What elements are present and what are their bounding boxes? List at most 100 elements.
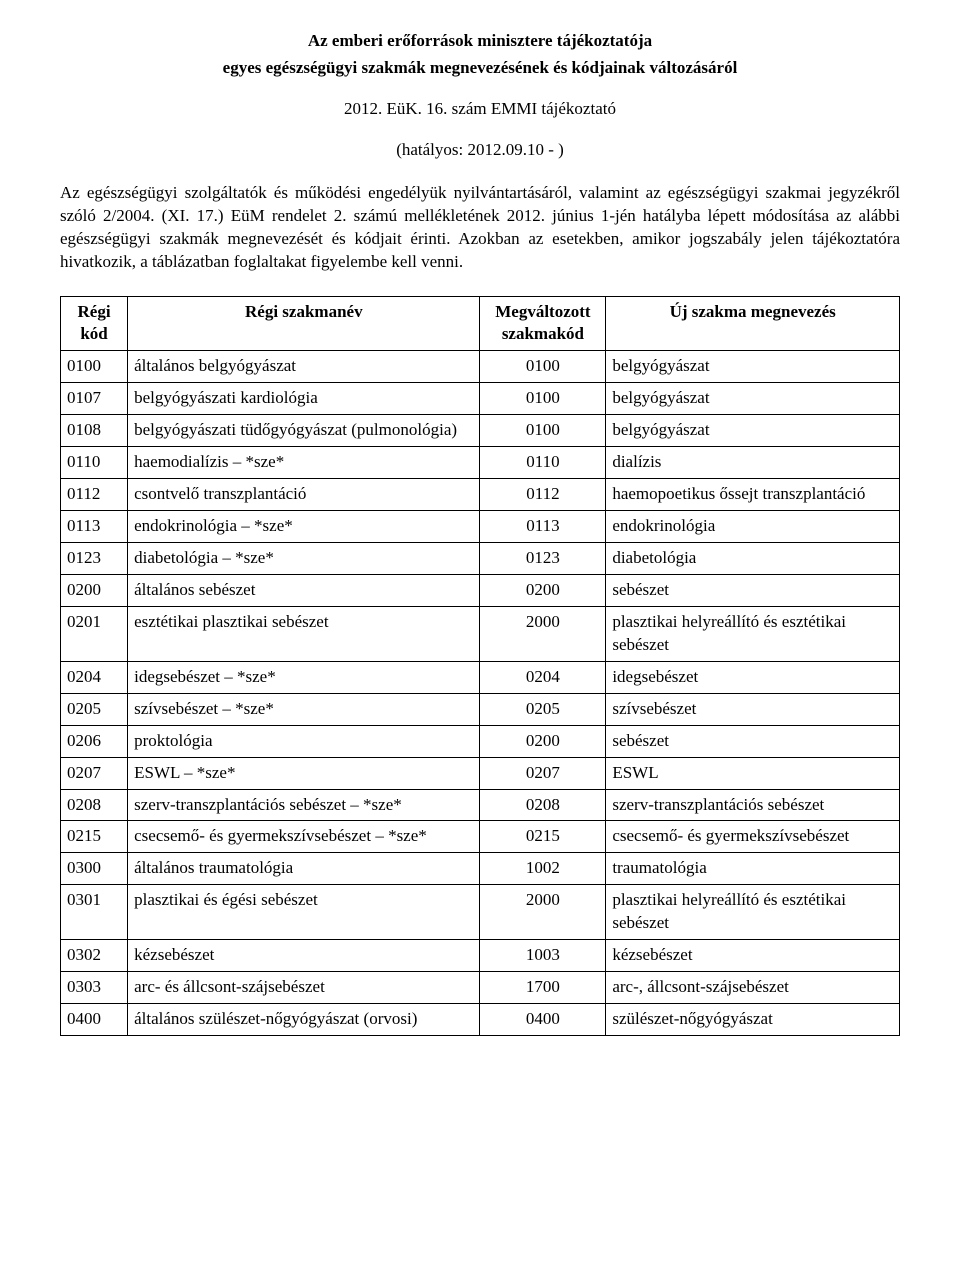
cell-old-name: általános traumatológia — [128, 853, 480, 885]
table-row: 0201esztétikai plasztikai sebészet2000pl… — [61, 606, 900, 661]
cell-new-name: kézsebészet — [606, 940, 900, 972]
col-new-name: Új szakma megnevezés — [606, 296, 900, 351]
specialty-table: Régi kód Régi szakmanév Megváltozott sza… — [60, 296, 900, 1037]
cell-old-code: 0400 — [61, 1004, 128, 1036]
cell-new-name: haemopoetikus őssejt transzplantáció — [606, 479, 900, 511]
document-effective-date: (hatályos: 2012.09.10 - ) — [60, 139, 900, 162]
document-header: Az emberi erőforrások minisztere tájékoz… — [60, 30, 900, 162]
cell-new-name: arc-, állcsont-szájsebészet — [606, 972, 900, 1004]
cell-new-name: szerv-transzplantációs sebészet — [606, 789, 900, 821]
cell-new-name: diabetológia — [606, 543, 900, 575]
cell-old-name: általános sebészet — [128, 574, 480, 606]
cell-new-name: belgyógyászat — [606, 351, 900, 383]
cell-new-code: 0113 — [480, 511, 606, 543]
cell-new-name: traumatológia — [606, 853, 900, 885]
cell-old-name: szívsebészet – *sze* — [128, 693, 480, 725]
table-row: 0303arc- és állcsont-szájsebészet1700arc… — [61, 972, 900, 1004]
cell-new-name: sebészet — [606, 574, 900, 606]
cell-old-code: 0303 — [61, 972, 128, 1004]
cell-old-name: endokrinológia – *sze* — [128, 511, 480, 543]
cell-new-code: 1003 — [480, 940, 606, 972]
document-title: Az emberi erőforrások minisztere tájékoz… — [60, 30, 900, 53]
cell-new-code: 0400 — [480, 1004, 606, 1036]
cell-new-name: belgyógyászat — [606, 415, 900, 447]
cell-old-code: 0300 — [61, 853, 128, 885]
cell-new-code: 0200 — [480, 574, 606, 606]
cell-old-name: csontvelő transzplantáció — [128, 479, 480, 511]
cell-old-code: 0302 — [61, 940, 128, 972]
cell-old-name: kézsebészet — [128, 940, 480, 972]
table-row: 0204idegsebészet – *sze*0204idegsebészet — [61, 661, 900, 693]
cell-old-name: diabetológia – *sze* — [128, 543, 480, 575]
cell-old-name: szerv-transzplantációs sebészet – *sze* — [128, 789, 480, 821]
cell-old-name: arc- és állcsont-szájsebészet — [128, 972, 480, 1004]
document-body: Az egészségügyi szolgáltatók és működési… — [60, 182, 900, 274]
cell-new-code: 2000 — [480, 885, 606, 940]
cell-new-code: 0100 — [480, 351, 606, 383]
cell-old-code: 0205 — [61, 693, 128, 725]
table-row: 0200általános sebészet0200sebészet — [61, 574, 900, 606]
cell-old-code: 0301 — [61, 885, 128, 940]
table-row: 0207ESWL – *sze*0207ESWL — [61, 757, 900, 789]
cell-new-name: szülészet-nőgyógyászat — [606, 1004, 900, 1036]
cell-new-name: idegsebészet — [606, 661, 900, 693]
cell-old-code: 0123 — [61, 543, 128, 575]
table-row: 0100általános belgyógyászat0100belgyógyá… — [61, 351, 900, 383]
cell-new-code: 0207 — [480, 757, 606, 789]
cell-new-name: csecsemő- és gyermekszívsebészet — [606, 821, 900, 853]
cell-old-code: 0110 — [61, 447, 128, 479]
cell-old-name: belgyógyászati tüdőgyógyászat (pulmonoló… — [128, 415, 480, 447]
table-row: 0113endokrinológia – *sze*0113endokrinol… — [61, 511, 900, 543]
table-row: 0123diabetológia – *sze*0123diabetológia — [61, 543, 900, 575]
cell-new-code: 1002 — [480, 853, 606, 885]
col-old-code: Régi kód — [61, 296, 128, 351]
table-row: 0208szerv-transzplantációs sebészet – *s… — [61, 789, 900, 821]
cell-old-name: ESWL – *sze* — [128, 757, 480, 789]
cell-new-code: 0208 — [480, 789, 606, 821]
cell-old-name: idegsebészet – *sze* — [128, 661, 480, 693]
table-row: 0300általános traumatológia1002traumatol… — [61, 853, 900, 885]
cell-old-name: plasztikai és égési sebészet — [128, 885, 480, 940]
cell-new-code: 0112 — [480, 479, 606, 511]
cell-new-code: 0100 — [480, 415, 606, 447]
table-row: 0110haemodialízis – *sze*0110dialízis — [61, 447, 900, 479]
cell-old-code: 0208 — [61, 789, 128, 821]
cell-old-code: 0207 — [61, 757, 128, 789]
cell-old-name: csecsemő- és gyermekszívsebészet – *sze* — [128, 821, 480, 853]
cell-old-code: 0113 — [61, 511, 128, 543]
cell-new-code: 1700 — [480, 972, 606, 1004]
cell-old-name: általános szülészet-nőgyógyászat (orvosi… — [128, 1004, 480, 1036]
cell-old-code: 0107 — [61, 383, 128, 415]
cell-old-name: haemodialízis – *sze* — [128, 447, 480, 479]
table-row: 0112csontvelő transzplantáció0112haemopo… — [61, 479, 900, 511]
cell-new-code: 0110 — [480, 447, 606, 479]
table-row: 0301plasztikai és égési sebészet2000plas… — [61, 885, 900, 940]
cell-old-name: általános belgyógyászat — [128, 351, 480, 383]
table-row: 0215csecsemő- és gyermekszívsebészet – *… — [61, 821, 900, 853]
cell-new-code: 0200 — [480, 725, 606, 757]
table-row: 0400általános szülészet-nőgyógyászat (or… — [61, 1004, 900, 1036]
cell-new-name: dialízis — [606, 447, 900, 479]
table-row: 0107belgyógyászati kardiológia0100belgyó… — [61, 383, 900, 415]
table-row: 0206proktológia0200sebészet — [61, 725, 900, 757]
document-subtitle: egyes egészségügyi szakmák megnevezéséne… — [60, 57, 900, 80]
cell-old-code: 0112 — [61, 479, 128, 511]
col-new-code: Megváltozott szakmakód — [480, 296, 606, 351]
cell-new-name: plasztikai helyreállító és esztétikai se… — [606, 885, 900, 940]
cell-old-name: esztétikai plasztikai sebészet — [128, 606, 480, 661]
cell-new-code: 0205 — [480, 693, 606, 725]
cell-new-name: plasztikai helyreállító és esztétikai se… — [606, 606, 900, 661]
table-header-row: Régi kód Régi szakmanév Megváltozott sza… — [61, 296, 900, 351]
document-reference: 2012. EüK. 16. szám EMMI tájékoztató — [60, 98, 900, 121]
cell-new-name: belgyógyászat — [606, 383, 900, 415]
cell-new-name: endokrinológia — [606, 511, 900, 543]
cell-old-code: 0206 — [61, 725, 128, 757]
cell-new-name: sebészet — [606, 725, 900, 757]
cell-new-code: 2000 — [480, 606, 606, 661]
cell-old-code: 0108 — [61, 415, 128, 447]
table-row: 0205szívsebészet – *sze*0205szívsebészet — [61, 693, 900, 725]
cell-old-code: 0204 — [61, 661, 128, 693]
cell-old-code: 0215 — [61, 821, 128, 853]
cell-old-code: 0100 — [61, 351, 128, 383]
col-old-name: Régi szakmanév — [128, 296, 480, 351]
